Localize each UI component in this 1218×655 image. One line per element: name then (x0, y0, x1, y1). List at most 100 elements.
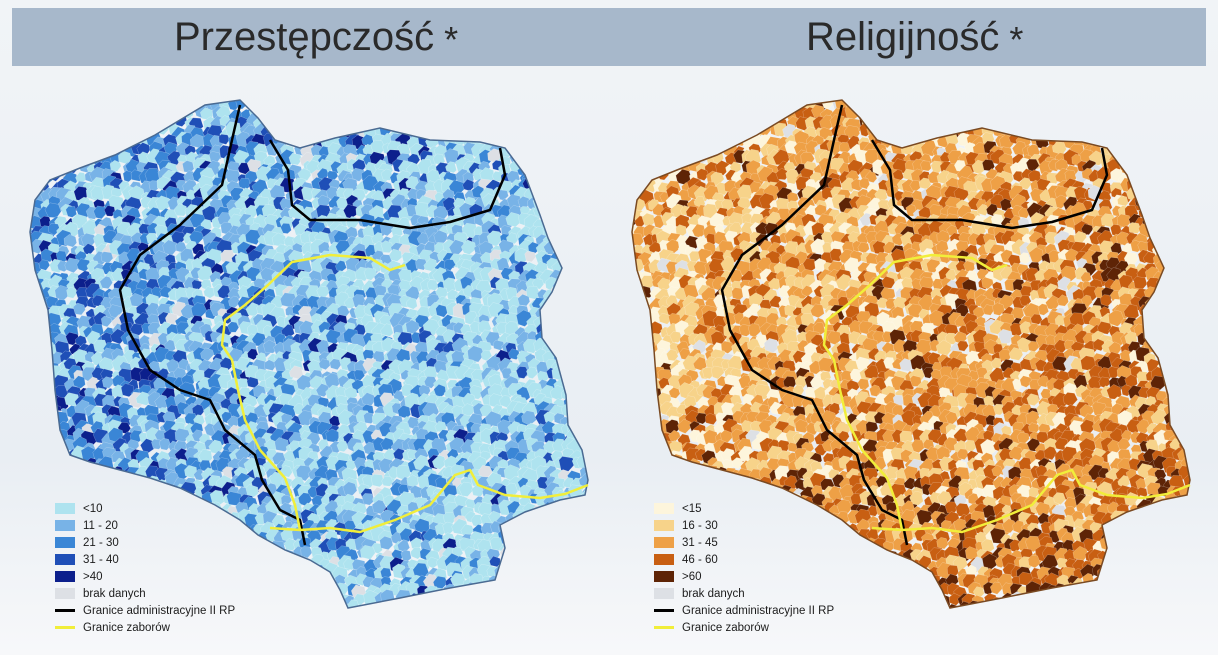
map-cell (102, 122, 118, 138)
map-cell (558, 206, 573, 220)
map-cell (361, 100, 376, 110)
map-cell (1139, 137, 1152, 149)
map-cell (575, 100, 588, 113)
map-cell (989, 103, 1007, 120)
map-cell (130, 127, 145, 142)
map-cell (876, 108, 890, 122)
map-cell (506, 541, 520, 555)
map-cell (581, 358, 588, 373)
map-cell (694, 100, 709, 105)
map-cell (472, 600, 488, 608)
map-cell (280, 100, 296, 112)
map-cell (553, 177, 567, 191)
map-cell (1056, 105, 1072, 121)
map-cell (712, 141, 726, 153)
map-cell (552, 162, 566, 176)
map-cell (521, 528, 537, 545)
map-cell (352, 105, 370, 123)
map-cell (546, 566, 559, 578)
map-cell (129, 100, 146, 104)
map-cell (1162, 270, 1176, 284)
map-cell (794, 100, 812, 103)
map-cell (1173, 214, 1188, 231)
map-cell (38, 145, 52, 160)
map-cell (459, 105, 477, 123)
map-cell (30, 590, 35, 605)
map-cell (571, 547, 584, 560)
map-cell (572, 415, 586, 429)
map-cell (516, 550, 530, 564)
map-cell (443, 148, 460, 165)
map-cell (30, 574, 48, 590)
map-cell (563, 197, 578, 213)
map-cell (569, 108, 586, 124)
map-cell (1081, 126, 1096, 141)
map-cell (541, 206, 556, 221)
map-cell (544, 556, 556, 569)
map-cell (291, 564, 304, 577)
map-cell (64, 257, 81, 274)
map-cell (563, 296, 577, 310)
map-cell (495, 592, 510, 607)
map-cell (258, 541, 270, 554)
map-cell (75, 131, 90, 145)
map-cell (562, 100, 577, 106)
map-cell (32, 167, 47, 181)
map-cell (281, 87, 293, 99)
map-cell (135, 100, 151, 116)
map-cell (265, 544, 280, 560)
map-cell (273, 587, 288, 601)
map-cell (1063, 100, 1081, 113)
map-cell (579, 205, 588, 218)
map-cell (328, 116, 342, 130)
map-cell (570, 191, 584, 204)
map-cell (579, 232, 588, 247)
map-cell (55, 132, 68, 146)
map-cell (1027, 100, 1043, 102)
map-cell (292, 123, 307, 138)
map-cell (30, 502, 37, 520)
map-cell (977, 100, 990, 102)
map-cell (30, 415, 36, 429)
map-cell (479, 100, 495, 112)
map-cell (315, 584, 331, 601)
map-cell (30, 441, 43, 453)
map-cell (578, 501, 588, 517)
map-cell (838, 141, 851, 154)
map-cell (580, 546, 588, 560)
map-cell (445, 594, 462, 608)
map-cell (360, 544, 376, 560)
map-cell (678, 133, 693, 147)
map-cell (488, 100, 505, 107)
map-cell (30, 568, 36, 582)
map-cell (1134, 122, 1150, 138)
map-cell (649, 105, 665, 120)
map-cell (326, 100, 340, 113)
map-cell (1168, 197, 1184, 213)
map-cell (1169, 178, 1184, 193)
map-cell (882, 100, 900, 112)
map-cell (568, 125, 583, 140)
map-cell (1004, 111, 1016, 123)
map-cell (857, 100, 872, 113)
map-cell (1111, 100, 1124, 102)
map-cell (1128, 135, 1142, 148)
map-cell (30, 450, 35, 467)
map-cell (296, 558, 313, 575)
map-cell (1161, 105, 1178, 120)
map-cell (1180, 127, 1190, 143)
map-cell (467, 100, 484, 102)
map-cell (474, 110, 487, 123)
map-cell (32, 339, 46, 354)
map-cell (535, 169, 550, 183)
map-cell (677, 125, 689, 137)
map-cell (1139, 105, 1153, 119)
map-cell (966, 100, 983, 105)
map-cell (702, 113, 716, 127)
map-cell (577, 600, 588, 608)
map-cell (30, 401, 44, 417)
map-cell (569, 228, 582, 240)
map-cell (166, 100, 182, 113)
map-cell (1083, 103, 1099, 120)
map-cell (1172, 252, 1189, 268)
